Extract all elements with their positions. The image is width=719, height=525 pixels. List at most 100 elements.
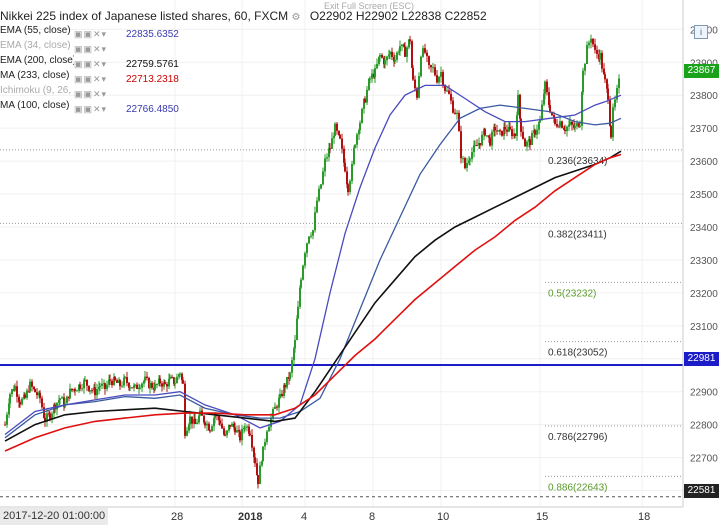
candle-body bbox=[236, 430, 238, 433]
candle-body bbox=[364, 98, 366, 103]
candle-body bbox=[46, 413, 48, 422]
indicator-row[interactable]: EMA (200, close)▣▣✕▾ 22759.5761 bbox=[0, 54, 179, 70]
indicator-tools-icon[interactable]: ▣▣✕▾ bbox=[74, 74, 108, 84]
candle-body bbox=[141, 383, 143, 388]
candle-body bbox=[286, 377, 288, 388]
candle-body bbox=[44, 417, 46, 422]
indicator-row[interactable]: MA (233, close) ▣▣✕▾ 22713.2318 bbox=[0, 69, 179, 85]
candle-body bbox=[79, 384, 81, 389]
y-tick-label: 22700 bbox=[690, 454, 718, 465]
candle-body bbox=[34, 388, 36, 393]
candle-body bbox=[148, 378, 150, 388]
candle-body bbox=[548, 92, 550, 106]
candle-body bbox=[143, 380, 145, 384]
candle-body bbox=[320, 184, 322, 189]
candle-body bbox=[159, 378, 161, 384]
y-tick-label: 23700 bbox=[690, 124, 718, 135]
candle-body bbox=[262, 446, 264, 462]
candle-body bbox=[549, 105, 551, 112]
candle-body bbox=[536, 129, 538, 135]
candle-body bbox=[270, 417, 272, 427]
indicator-tools-icon[interactable]: ▣▣✕▾ bbox=[74, 89, 108, 99]
candle-body bbox=[458, 112, 460, 132]
candle-body bbox=[256, 463, 258, 476]
candle-body bbox=[508, 126, 510, 132]
candle-body bbox=[489, 137, 491, 146]
indicator-row[interactable]: Ichimoku (9, 26, 52, 26)▣▣✕▾ bbox=[0, 84, 126, 99]
candle-body bbox=[98, 386, 100, 390]
candle-body bbox=[569, 121, 571, 125]
candle-body bbox=[576, 123, 578, 127]
candle-body bbox=[213, 418, 215, 427]
candle-body bbox=[349, 181, 351, 193]
candle-body bbox=[590, 38, 592, 43]
candle-body bbox=[501, 130, 503, 136]
candle-body bbox=[244, 427, 246, 429]
candle-body bbox=[504, 127, 506, 130]
candle-body bbox=[128, 382, 130, 388]
candle-body bbox=[154, 384, 156, 390]
candle-body bbox=[59, 398, 61, 401]
info-icon[interactable]: i bbox=[694, 25, 708, 39]
candle-body bbox=[229, 424, 231, 427]
fibonacci-levels: 0.236(23634) 0.382(23411) 0.5(23232) 0.618(… bbox=[0, 149, 683, 498]
price-axis-bg bbox=[683, 0, 719, 525]
candle-body bbox=[302, 265, 304, 280]
candle-body bbox=[414, 79, 416, 89]
candle-body bbox=[409, 39, 411, 42]
candle-body bbox=[16, 386, 18, 397]
indicator-row[interactable]: EMA (34, close) ▣▣✕▾ bbox=[0, 39, 126, 54]
candle-body bbox=[276, 406, 278, 408]
indicator-tools-icon[interactable]: ▣▣✕▾ bbox=[74, 29, 108, 39]
candle-body bbox=[308, 236, 310, 244]
candle-body bbox=[43, 407, 45, 418]
candle-body bbox=[239, 431, 241, 441]
candle-body bbox=[541, 104, 543, 121]
candle-body bbox=[520, 118, 522, 132]
fullscreen-hint[interactable]: Exit Full Screen (ESC) bbox=[324, 1, 415, 11]
candle-body bbox=[109, 379, 111, 381]
candle-body bbox=[264, 441, 266, 447]
candle-body bbox=[186, 430, 188, 436]
indicator-row[interactable]: MA (100, close) ▣▣✕▾ 22766.4850 bbox=[0, 99, 179, 115]
candle-body bbox=[312, 230, 314, 236]
indicator-row[interactable]: EMA (55, close) ▣▣✕▾ 22835.6352 bbox=[0, 24, 179, 40]
candle-body bbox=[324, 158, 326, 172]
candle-body bbox=[529, 139, 531, 145]
lower-price-label: 22581 bbox=[684, 484, 719, 498]
indicator-name: MA (100, close) bbox=[0, 100, 70, 111]
indicator-tools-icon[interactable]: ▣▣✕▾ bbox=[74, 104, 108, 114]
candle-body bbox=[358, 130, 360, 135]
candle-body bbox=[366, 89, 368, 103]
settings-icon[interactable]: ⚙ bbox=[291, 12, 301, 23]
candle-body bbox=[519, 94, 521, 119]
hline-price-label: 22981 bbox=[684, 352, 719, 366]
candle-body bbox=[603, 68, 605, 75]
candle-body bbox=[83, 380, 85, 389]
candle-body bbox=[351, 164, 353, 182]
candle-body bbox=[336, 123, 338, 131]
candle-body bbox=[610, 125, 612, 138]
candle-body bbox=[568, 124, 570, 127]
indicator-tools-icon[interactable]: ▣▣✕▾ bbox=[74, 44, 108, 54]
candle-body bbox=[474, 145, 476, 147]
indicator-name: Ichimoku (9, 26, 52, 26) bbox=[0, 85, 74, 96]
candle-body bbox=[361, 108, 363, 123]
candle-body bbox=[164, 382, 166, 385]
candle-body bbox=[274, 406, 276, 409]
candle-body bbox=[123, 377, 125, 386]
indicator-tools-icon[interactable]: ▣▣✕▾ bbox=[74, 59, 108, 69]
candle-body bbox=[434, 67, 436, 76]
candle-body bbox=[203, 415, 205, 423]
fib-label: 0.618(23052) bbox=[548, 348, 608, 359]
candle-body bbox=[596, 49, 598, 54]
indicator-value: 22713.2318 bbox=[126, 74, 179, 85]
indicator-value: 22835.6352 bbox=[126, 29, 179, 40]
candle-body bbox=[494, 127, 496, 131]
candle-body bbox=[171, 376, 173, 378]
candle-body bbox=[444, 84, 446, 91]
candle-body bbox=[86, 379, 88, 386]
candle-body bbox=[469, 158, 471, 161]
candle-body bbox=[299, 287, 301, 307]
